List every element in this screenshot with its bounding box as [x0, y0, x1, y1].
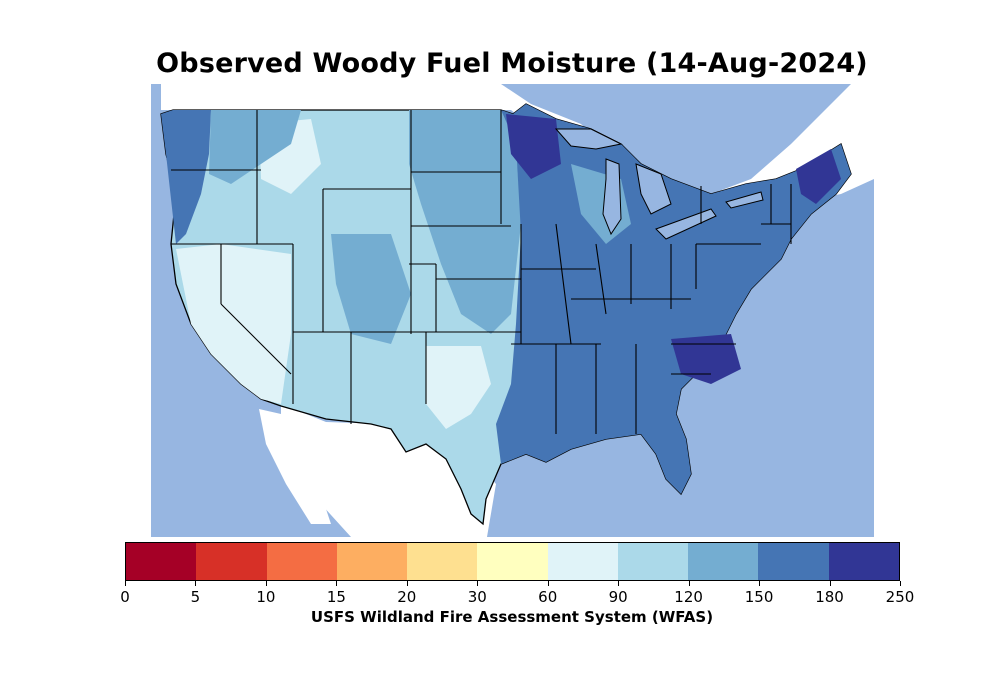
colorbar-tick-label: 90	[608, 588, 628, 606]
lake-ontario	[725, 191, 764, 209]
colorbar-tick	[406, 581, 408, 586]
colorbar-segment	[477, 543, 548, 580]
region-northern-plains	[409, 110, 521, 334]
region-minnesota-wet	[506, 114, 561, 179]
colorbar-tick	[125, 581, 126, 586]
colorbar-tick-label: 5	[190, 588, 201, 606]
colorbar-tick-label: 10	[256, 588, 276, 606]
lake-superior	[554, 128, 623, 150]
colorbar-tick-label: 15	[326, 588, 346, 606]
region-montana-moist	[209, 110, 301, 184]
colorbar-tick	[265, 581, 267, 586]
region-northeast-wet	[796, 149, 841, 204]
colorbar-tick	[829, 581, 831, 586]
colorbar-segment	[407, 543, 478, 580]
colorbar-tick	[618, 581, 620, 586]
colorbar-tick	[336, 581, 338, 586]
region-colorado-band	[331, 234, 411, 344]
colorbar-label: USFS Wildland Fire Assessment System (WF…	[310, 608, 714, 626]
colorbar-segment	[196, 543, 267, 580]
colorbar-tick-label: 20	[397, 588, 417, 606]
lake-huron	[635, 163, 672, 215]
colorbar-tick	[547, 581, 549, 586]
colorbar-ticks: 0 5 10 15 20 30 60 90 120 150 180 250	[120, 581, 914, 611]
colorbar-tick-label: 120	[674, 588, 703, 606]
region-dry-texas	[426, 346, 491, 429]
colorbar-segment	[547, 543, 618, 580]
state-boundaries	[171, 110, 792, 434]
lake-michigan	[602, 158, 622, 236]
colorbar-segment	[126, 543, 197, 580]
colorbar-segment	[266, 543, 337, 580]
colorbar	[125, 542, 900, 581]
colorbar-tick-label: 150	[744, 588, 774, 606]
colorbar-segment	[688, 543, 759, 580]
colorbar-tick-label: 250	[885, 588, 915, 606]
fuel-moisture-map	[151, 84, 874, 537]
region-dry-southwest	[176, 244, 291, 404]
colorbar-tick	[688, 581, 690, 586]
colorbar-segment	[336, 543, 408, 580]
baja-land	[259, 409, 331, 524]
colorbar-segment	[828, 543, 899, 580]
colorbar-tick	[759, 581, 761, 586]
colorbar-tick-label: 60	[538, 588, 558, 606]
colorbar-tick	[900, 581, 901, 586]
colorbar-segment	[617, 543, 689, 580]
colorbar-tick	[477, 581, 479, 586]
colorbar-tick-label: 30	[467, 588, 487, 606]
colorbar-tick	[195, 581, 197, 586]
colorbar-tick-label: 0	[120, 588, 130, 606]
mexico-land	[281, 404, 496, 537]
map-title: Observed Woody Fuel Moisture (14-Aug-202…	[156, 48, 868, 79]
region-pacific-northwest	[161, 110, 211, 244]
colorbar-tick-label: 180	[815, 588, 844, 606]
colorbar-segment	[758, 543, 829, 580]
region-carolinas-wet	[671, 334, 741, 384]
